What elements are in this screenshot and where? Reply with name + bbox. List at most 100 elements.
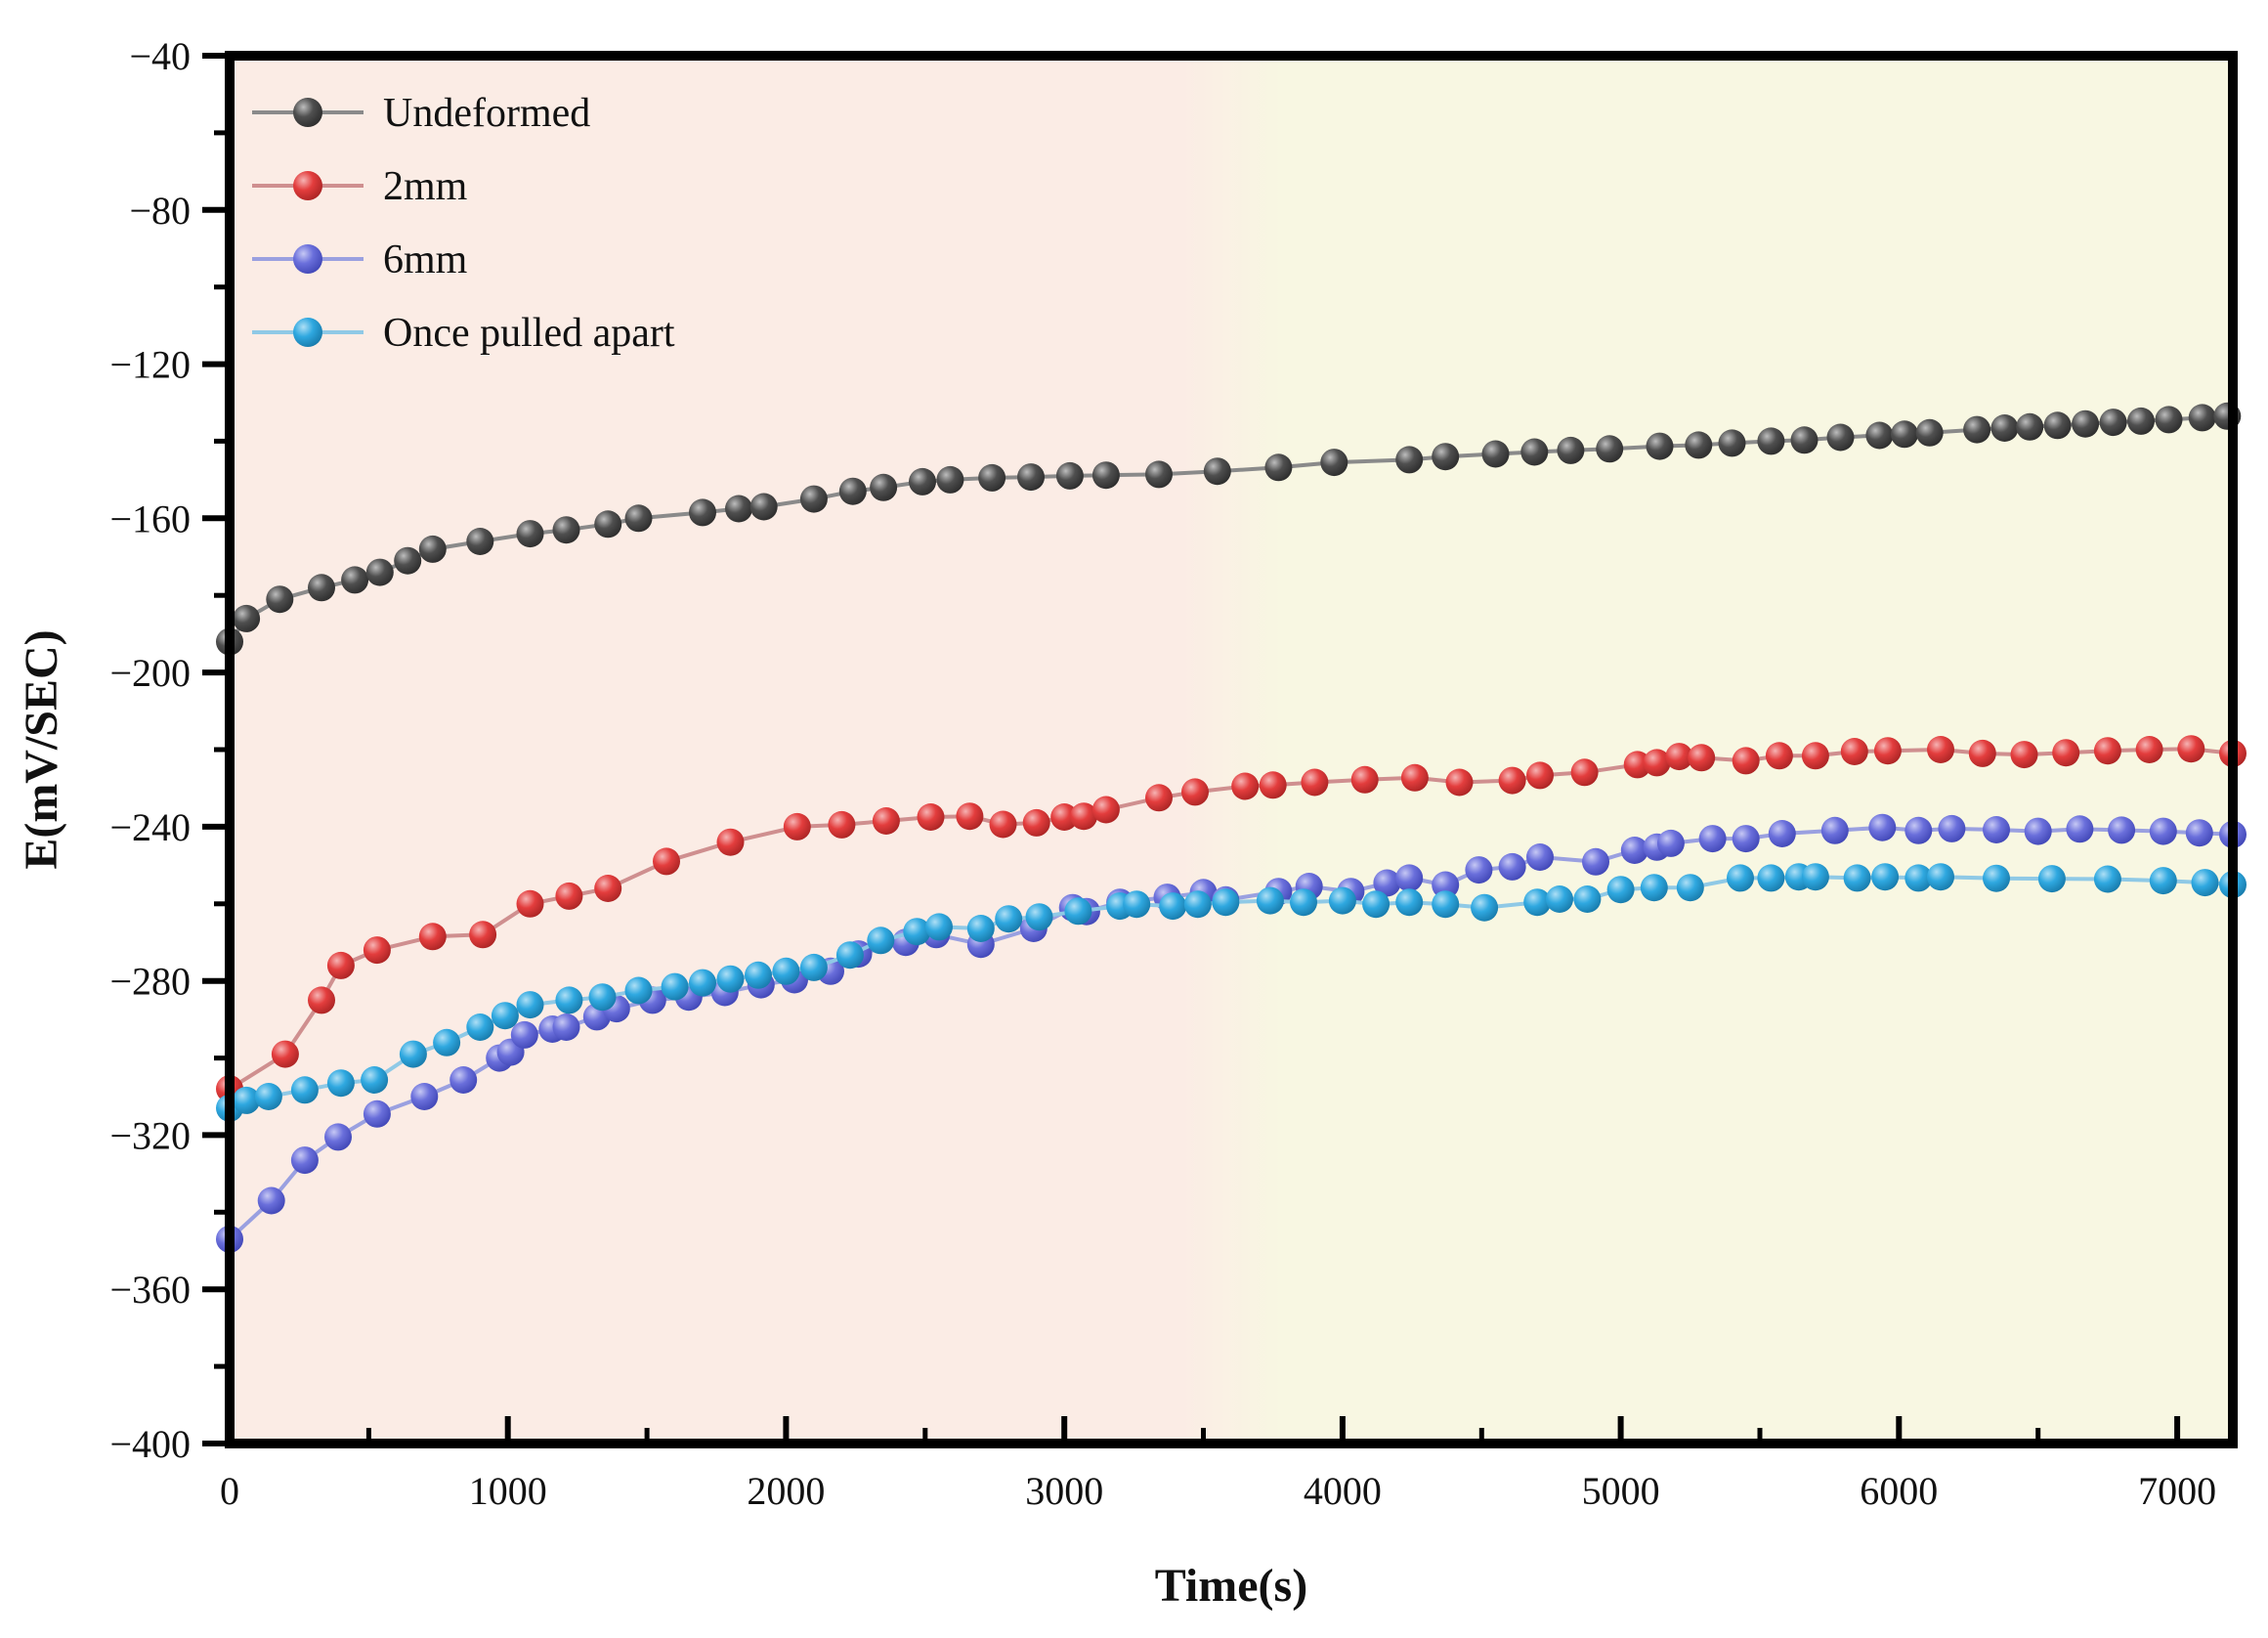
data-point-2mm (917, 803, 945, 831)
data-point-6mm (324, 1123, 352, 1151)
data-point-undeformed (516, 520, 544, 548)
data-point-undeformed (1646, 432, 1674, 460)
data-point-undeformed (1145, 460, 1173, 489)
data-point-2mm (363, 936, 391, 965)
legend-marker-once-pulled-apart (293, 318, 322, 347)
data-point-once-pulled-apart (1432, 890, 1460, 919)
data-point-undeformed (1017, 463, 1045, 492)
y-tick-label: −160 (109, 496, 191, 540)
data-point-6mm (1983, 816, 2010, 843)
data-point-undeformed (749, 493, 778, 521)
data-point-undeformed (365, 558, 394, 586)
data-point-undeformed (978, 463, 1006, 492)
data-point-once-pulled-apart (1927, 863, 1954, 891)
data-point-once-pulled-apart (1727, 864, 1754, 892)
data-point-2mm (418, 923, 447, 951)
data-point-6mm (1582, 847, 1609, 876)
data-point-6mm (1904, 816, 1933, 844)
data-point-once-pulled-apart (1871, 863, 1900, 891)
data-point-2mm (271, 1040, 299, 1068)
data-point-undeformed (1055, 461, 1084, 490)
x-tick-label: 5000 (1582, 1469, 1660, 1513)
data-point-once-pulled-apart (1523, 888, 1552, 917)
data-point-once-pulled-apart (2191, 869, 2219, 897)
legend-item-undeformed: Undeformed (252, 91, 590, 136)
y-tick-label: −120 (109, 343, 191, 387)
data-point-once-pulled-apart (661, 972, 689, 1001)
data-point-6mm (1373, 869, 1401, 897)
data-point-6mm (1620, 837, 1648, 864)
data-point-2mm (516, 889, 544, 918)
data-point-6mm (2024, 817, 2052, 845)
data-point-2mm (1301, 768, 1329, 797)
data-point-2mm (1259, 771, 1287, 799)
data-point-once-pulled-apart (903, 918, 931, 946)
data-point-undeformed (233, 604, 261, 632)
data-point-undeformed (2072, 410, 2100, 438)
x-tick-label: 3000 (1025, 1469, 1103, 1513)
data-point-once-pulled-apart (555, 986, 583, 1014)
data-point-2mm (1181, 778, 1209, 806)
data-point-6mm (510, 1020, 538, 1049)
series-2mm (216, 735, 2247, 1103)
data-point-2mm (1498, 766, 1526, 795)
data-point-once-pulled-apart (1573, 885, 1602, 913)
data-point-6mm (1498, 852, 1526, 881)
data-point-once-pulled-apart (290, 1076, 319, 1104)
legend-marker-2mm (293, 171, 322, 200)
data-point-once-pulled-apart (716, 965, 745, 993)
data-point-undeformed (870, 473, 898, 501)
data-point-once-pulled-apart (1606, 876, 1635, 904)
data-point-2mm (872, 807, 900, 835)
y-tick-label: −240 (109, 805, 191, 849)
data-point-6mm (1526, 843, 1554, 871)
data-point-once-pulled-apart (1640, 874, 1668, 902)
data-point-once-pulled-apart (433, 1028, 461, 1056)
data-point-once-pulled-apart (233, 1086, 261, 1114)
data-point-2mm (1570, 758, 1599, 787)
data-point-undeformed (2127, 407, 2155, 435)
data-point-undeformed (689, 498, 716, 527)
data-point-undeformed (594, 510, 622, 539)
data-point-undeformed (2188, 404, 2216, 432)
data-point-6mm (2149, 817, 2177, 845)
data-point-6mm (2066, 815, 2094, 843)
data-point-once-pulled-apart (491, 1002, 519, 1030)
legend-marker-undeformed (293, 98, 322, 127)
data-point-once-pulled-apart (516, 991, 544, 1019)
data-point-once-pulled-apart (624, 976, 653, 1005)
data-point-undeformed (936, 465, 964, 494)
legend-label-once-pulled-apart: Once pulled apart (383, 311, 675, 356)
data-point-undeformed (1865, 421, 1894, 450)
x-tick-label: 4000 (1304, 1469, 1382, 1513)
data-point-6mm (1938, 814, 1966, 842)
data-point-6mm (1432, 871, 1460, 899)
data-point-once-pulled-apart (1983, 864, 2010, 892)
data-point-2mm (1732, 747, 1760, 775)
data-point-2mm (555, 882, 583, 910)
data-point-undeformed (1596, 435, 1624, 463)
data-point-once-pulled-apart (1757, 864, 1785, 892)
data-point-undeformed (341, 566, 369, 594)
data-point-once-pulled-apart (588, 983, 617, 1012)
data-point-2mm (783, 812, 811, 841)
legend: Undeformed 2mm 6mm Once pulled apart (252, 91, 675, 356)
data-point-once-pulled-apart (867, 927, 895, 955)
data-point-once-pulled-apart (1025, 903, 1053, 931)
data-point-2mm (326, 951, 355, 979)
series-line-6mm (228, 825, 2234, 1241)
data-point-once-pulled-apart (2093, 865, 2121, 893)
x-tick-label: 6000 (1860, 1469, 1938, 1513)
data-point-undeformed (2155, 406, 2183, 434)
data-point-6mm (1820, 816, 1849, 844)
legend-marker-6mm (293, 244, 322, 274)
data-point-once-pulled-apart (2149, 867, 2177, 895)
data-point-undeformed (1826, 423, 1855, 452)
data-point-6mm (1395, 864, 1424, 892)
data-point-2mm (1643, 749, 1671, 777)
data-point-once-pulled-apart (995, 905, 1023, 933)
data-point-once-pulled-apart (1904, 864, 1933, 892)
data-point-2mm (1801, 742, 1829, 770)
data-point-undeformed (909, 467, 936, 496)
x-axis-title: Time(s) (1155, 1560, 1307, 1612)
